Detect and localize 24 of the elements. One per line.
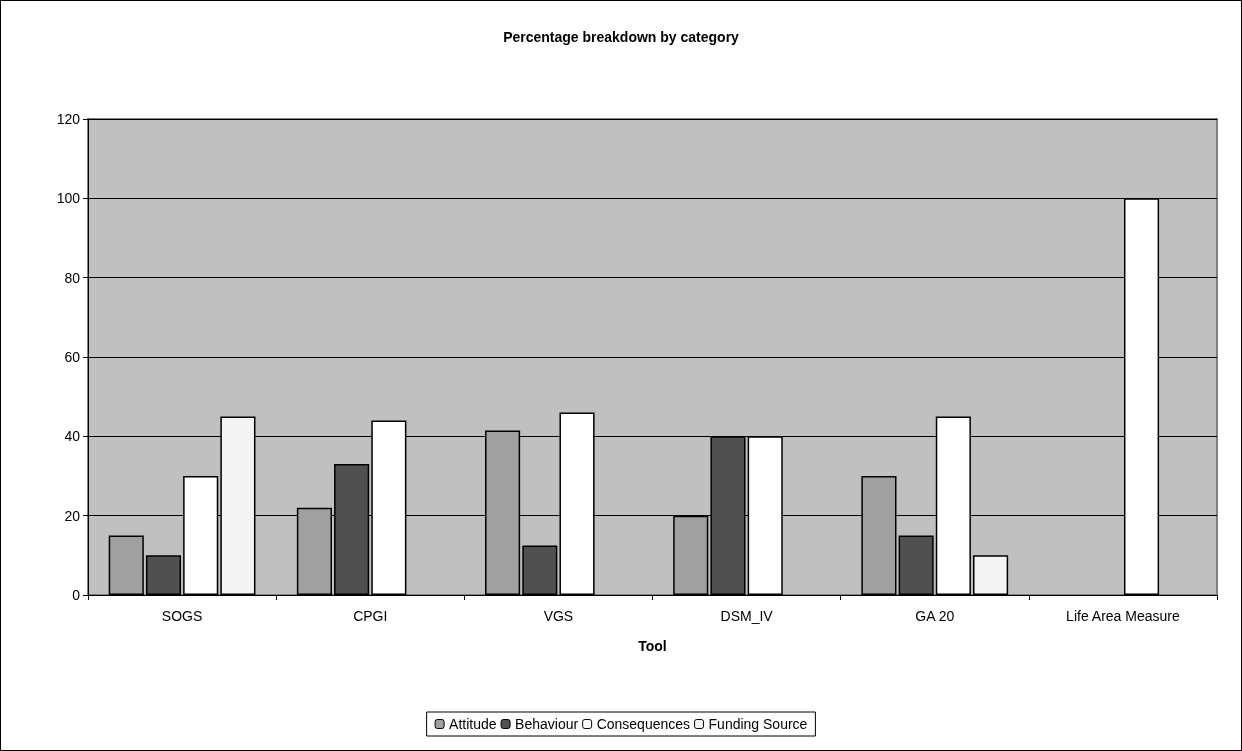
x-tick-label: SOGS — [161, 608, 203, 624]
y-tick-label: 0 — [72, 587, 81, 603]
x-tick-label: CPGI — [353, 608, 388, 624]
y-tick-label: 20 — [64, 507, 81, 524]
x-axis-title: Tool — [638, 638, 667, 654]
bar — [145, 555, 182, 595]
legend-label: Attitude — [449, 716, 497, 732]
legend-label: Funding Source — [708, 716, 808, 732]
legend-label: Consequences — [596, 716, 691, 732]
y-tick-label: 120 — [56, 111, 81, 127]
x-tick-label: GA 20 — [915, 608, 955, 624]
y-tick-label: 100 — [56, 190, 81, 207]
bar — [108, 535, 144, 595]
x-tick-label: VGS — [543, 608, 574, 624]
bar — [522, 545, 558, 595]
chart-title: Percentage breakdown by category — [503, 29, 740, 45]
legend-label: Behaviour — [515, 716, 579, 732]
bar — [898, 535, 934, 595]
y-tick-label: 60 — [64, 349, 81, 365]
y-tick-label: 80 — [64, 269, 81, 286]
bar — [973, 555, 1009, 595]
y-tick-label: 40 — [64, 428, 81, 445]
x-tick-label: Life Area Measure — [1066, 608, 1180, 624]
x-tick-label: DSM_IV — [720, 608, 774, 624]
